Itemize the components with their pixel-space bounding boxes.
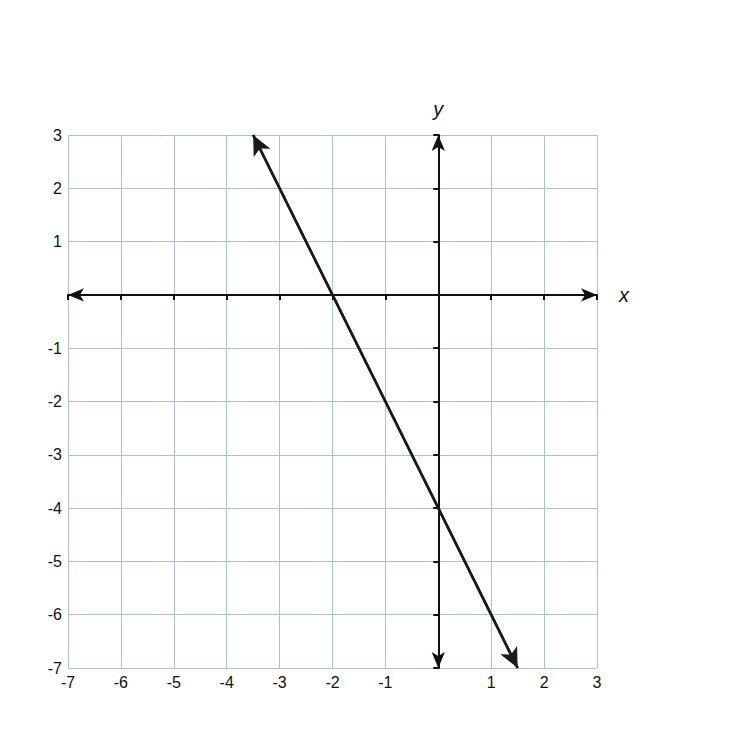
- svg-text:-1: -1: [378, 674, 392, 691]
- svg-text:-6: -6: [48, 606, 62, 623]
- svg-text:1: 1: [53, 233, 62, 250]
- svg-text:-3: -3: [48, 446, 62, 463]
- svg-text:-5: -5: [48, 553, 62, 570]
- svg-text:-1: -1: [48, 340, 62, 357]
- svg-text:-7: -7: [47, 659, 62, 677]
- svg-text:3: 3: [593, 674, 602, 691]
- svg-text:-2: -2: [48, 393, 62, 410]
- svg-text:-4: -4: [220, 674, 234, 691]
- svg-text:-6: -6: [114, 674, 128, 691]
- svg-text:-3: -3: [272, 674, 286, 691]
- svg-text:y: y: [431, 98, 444, 120]
- svg-text:2: 2: [540, 674, 549, 691]
- svg-text:-5: -5: [167, 674, 181, 691]
- svg-text:-2: -2: [325, 674, 339, 691]
- svg-text:2: 2: [53, 180, 62, 197]
- svg-text:1: 1: [487, 674, 496, 691]
- svg-text:-7: -7: [61, 674, 75, 691]
- svg-text:-4: -4: [48, 500, 62, 517]
- svg-text:3: 3: [53, 127, 62, 144]
- svg-text:x: x: [618, 284, 630, 306]
